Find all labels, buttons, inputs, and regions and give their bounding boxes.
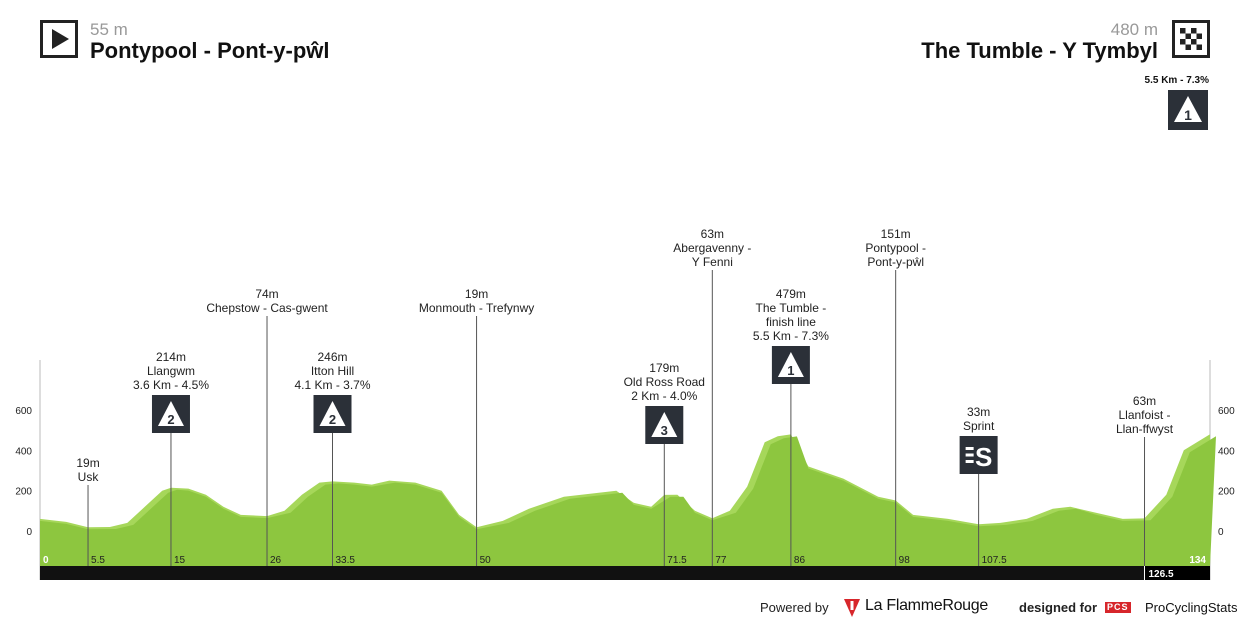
flamme-rouge-brand: La FlammeRouge xyxy=(865,597,988,614)
marker-label: Chepstow - Cas-gwent xyxy=(206,301,328,315)
marker-label: 2 Km - 4.0% xyxy=(631,389,697,403)
marker-label: Pont-y-pŵl xyxy=(867,255,924,269)
marker-label: The Tumble - xyxy=(756,301,827,315)
pcs-badge: PCS xyxy=(1105,602,1131,613)
x-tick-label: 134 xyxy=(1189,555,1206,566)
checkered-flag-icon xyxy=(1172,20,1210,58)
marker-altitude: 74m xyxy=(255,287,278,301)
x-tick-label: 0 xyxy=(43,555,49,566)
badge-category-label: 3 xyxy=(661,423,668,438)
marker-altitude: 214m xyxy=(156,350,186,364)
marker-label: Abergavenny - xyxy=(673,241,751,255)
sprint-stripe xyxy=(965,453,974,457)
x-tick-label: 71.5 xyxy=(667,555,687,566)
y-tick-label-left: 0 xyxy=(26,527,32,538)
badge-category-label: 1 xyxy=(787,363,794,378)
marker-label: Llanfoist - xyxy=(1118,408,1170,422)
marker-altitude: 33m xyxy=(967,405,990,419)
marker-label: Y Fenni xyxy=(692,255,733,269)
x-tick-label: 107.5 xyxy=(982,555,1007,566)
designed-for-label: designed for xyxy=(1019,600,1098,615)
marker-label: 3.6 Km - 4.5% xyxy=(133,378,209,392)
finish-category-label: 1 xyxy=(1184,107,1192,123)
finish-climb-info: 5.5 Km - 7.3% xyxy=(1144,75,1209,86)
climb-category-1-icon: 1 xyxy=(771,346,810,384)
marker-altitude: 19m xyxy=(76,456,99,470)
x-tick-label: 5.5 xyxy=(91,555,105,566)
y-tick-label-left: 200 xyxy=(15,487,32,498)
badge-category-label: 2 xyxy=(329,412,336,427)
badge-category-label: 2 xyxy=(167,412,174,427)
marker-label: Itton Hill xyxy=(311,364,354,378)
x-tick-label: 15 xyxy=(174,555,186,566)
climb-category-2-icon: 2 xyxy=(313,395,352,433)
marker-altitude: 63m xyxy=(1133,394,1156,408)
y-tick-label-left: 600 xyxy=(15,406,32,417)
marker-label: Usk xyxy=(78,470,100,484)
marker-altitude: 479m xyxy=(776,287,806,301)
y-tick-label-right: 0 xyxy=(1218,527,1224,538)
x-tick-label: 77 xyxy=(715,555,727,566)
procyclingstats-brand: ProCyclingStats xyxy=(1145,600,1238,615)
powered-by-label: Powered by xyxy=(760,600,829,615)
marker-altitude: 151m xyxy=(881,227,911,241)
x-tick-label: 26 xyxy=(270,555,282,566)
badge-triangle xyxy=(651,412,678,437)
play-arrow-icon xyxy=(40,20,78,58)
badge-triangle xyxy=(319,401,346,426)
marker-label: 4.1 Km - 3.7% xyxy=(294,378,370,392)
y-tick-label-right: 200 xyxy=(1218,487,1235,498)
y-tick-label-right: 400 xyxy=(1218,446,1235,457)
x-tick-label: 86 xyxy=(794,555,806,566)
badge-triangle xyxy=(777,352,804,377)
sprint-stripe xyxy=(965,460,974,463)
x-tick-label: 33.5 xyxy=(336,555,356,566)
last-km-label: 126.5 xyxy=(1149,569,1174,580)
marker-label: Sprint xyxy=(963,419,995,433)
marker-label: Pontypool - xyxy=(865,241,926,255)
sprint-letter: S xyxy=(975,442,992,472)
marker-label: finish line xyxy=(766,315,816,329)
marker-altitude: 246m xyxy=(317,350,347,364)
marker-altitude: 179m xyxy=(649,361,679,375)
marker-altitude: 63m xyxy=(701,227,724,241)
sprint-icon: S xyxy=(959,436,998,474)
badge-triangle xyxy=(157,401,184,426)
profile-area xyxy=(40,436,1216,566)
marker-label: 5.5 Km - 7.3% xyxy=(753,329,829,343)
x-tick-label: 98 xyxy=(899,555,911,566)
flamme-rouge-logo-icon xyxy=(844,599,860,617)
distance-bar xyxy=(40,566,1210,580)
climb-category-2-icon: 2 xyxy=(151,395,190,433)
marker-label: Monmouth - Trefynwy xyxy=(419,301,534,315)
marker-altitude: 19m xyxy=(465,287,488,301)
marker-label: Llangwm xyxy=(147,364,195,378)
finish-name: The Tumble - Y Tymbyl xyxy=(921,38,1158,63)
x-tick-label: 50 xyxy=(480,555,492,566)
last-km-bar xyxy=(1144,566,1210,580)
finish-altitude: 480 m xyxy=(1110,20,1158,39)
climb-category-3-icon: 3 xyxy=(645,406,684,444)
start-name: Pontypool - Pont-y-pŵl xyxy=(90,38,330,63)
start-altitude: 55 m xyxy=(90,20,128,39)
climb-category-1-icon: 1 xyxy=(1168,90,1208,130)
y-tick-label-right: 600 xyxy=(1218,406,1235,417)
marker-label: Llan-ffwyst xyxy=(1116,422,1174,436)
y-tick-label-left: 400 xyxy=(15,446,32,457)
sprint-stripe xyxy=(965,447,974,450)
marker-label: Old Ross Road xyxy=(624,375,705,389)
